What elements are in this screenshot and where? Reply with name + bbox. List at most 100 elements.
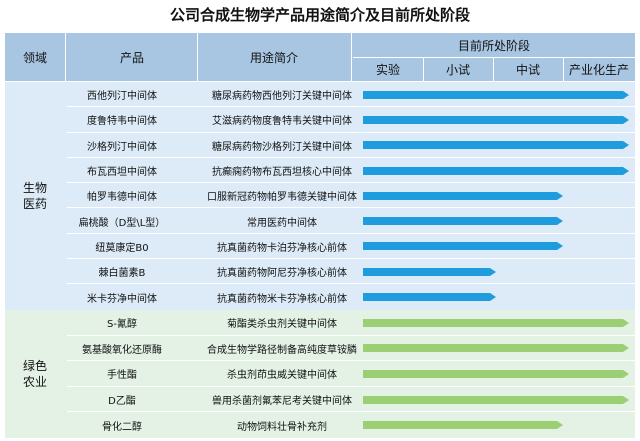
product-use: 抗真菌药物米卡芬净核心前体 xyxy=(217,293,347,305)
table-row: S-氰醇 菊酯类杀虫剂关键中间体 xyxy=(67,310,635,336)
table-row: 骨化二醇 动物饲料壮骨补充剂 xyxy=(67,412,635,438)
stage-progress-arrow xyxy=(363,395,629,404)
product-use: 艾滋病药物度鲁特韦关键中间体 xyxy=(212,116,352,128)
row-divider xyxy=(67,182,635,184)
stage-progress-bar xyxy=(363,166,629,175)
product-use: 口服新冠药物帕罗韦德关键中间体 xyxy=(207,192,357,204)
product-use: 菊酯类杀虫剂关键中间体 xyxy=(227,319,337,331)
section-label-green: 绿色农业 xyxy=(5,310,65,438)
stage-progress-bar xyxy=(363,115,629,124)
product-name: 米卡芬净中间体 xyxy=(87,293,157,305)
row-divider xyxy=(67,385,635,387)
stage-progress-arrow xyxy=(363,369,629,378)
header-divider xyxy=(423,57,424,81)
header-stage-experiment: 实验 xyxy=(375,62,400,77)
page-title: 公司合成生物学产品用途简介及目前所处阶段 xyxy=(169,6,470,24)
stage-progress-arrow xyxy=(363,421,563,430)
table-row: 棘白菌素B 抗真菌药物阿尼芬净核心前体 xyxy=(67,259,635,285)
stage-table: 领域 产品 用途简介 目前所处阶段 实验 小试 中试 产业化生产 生物医药 绿色… xyxy=(5,33,635,438)
stage-progress-arrow xyxy=(363,267,496,276)
product-name: 扁桃酸（D型\L型） xyxy=(78,217,166,229)
header-stage-pilot: 中试 xyxy=(515,62,540,77)
stage-progress-arrow xyxy=(363,242,563,251)
row-divider xyxy=(67,106,635,108)
product-name: 氨基酸氧化还原酶 xyxy=(82,344,162,356)
header-divider xyxy=(353,57,635,58)
header-divider xyxy=(351,33,352,81)
product-use: 杀虫剂茚虫威关键中间体 xyxy=(227,370,337,382)
table-row: 西他列汀中间体 糖尿病药物西他列汀关键中间体 xyxy=(67,82,635,108)
product-name: 沙格列汀中间体 xyxy=(87,141,157,153)
table-row: 纽莫康定B0 抗真菌药物卡泊芬净核心前体 xyxy=(67,234,635,260)
row-divider xyxy=(67,207,635,209)
stage-progress-arrow xyxy=(363,90,629,99)
stage-progress-bar xyxy=(363,421,563,430)
header-product: 产品 xyxy=(119,50,144,65)
row-divider xyxy=(67,360,635,362)
product-use: 动物饲料壮骨补充剂 xyxy=(237,421,327,433)
product-name: 骨化二醇 xyxy=(102,421,142,433)
stage-progress-arrow xyxy=(363,115,629,124)
product-name: D乙酯 xyxy=(108,396,136,408)
table-row: 米卡芬净中间体 抗真菌药物米卡芬净核心前体 xyxy=(67,284,635,309)
green-rows: S-氰醇 菊酯类杀虫剂关键中间体 氨基酸氧化还原酶 合成生物学路径制备高纯度草铵… xyxy=(67,310,635,438)
product-name: 布瓦西坦中间体 xyxy=(87,167,157,179)
section-label-green-text: 绿色农业 xyxy=(22,359,47,389)
product-name: 棘白菌素B xyxy=(98,268,146,280)
table-row: 扁桃酸（D型\L型） 常用医药中间体 xyxy=(67,208,635,234)
stage-progress-bar xyxy=(363,141,629,150)
product-use: 糖尿病药物西他列汀关键中间体 xyxy=(212,91,352,103)
stage-progress-bar xyxy=(363,318,629,327)
stage-progress-bar xyxy=(363,217,563,226)
product-use: 糖尿病药物沙格列汀关键中间体 xyxy=(212,141,352,153)
table-row: D乙酯 兽用杀菌剂氟苯尼考关键中间体 xyxy=(67,387,635,413)
row-divider xyxy=(67,283,635,285)
stage-progress-bar xyxy=(363,90,629,99)
product-use: 抗癫痫药物布瓦西坦核心中间体 xyxy=(212,167,352,179)
stage-progress-bar xyxy=(363,191,563,200)
bio-rows: 西他列汀中间体 糖尿病药物西他列汀关键中间体 度鲁特韦中间体 艾滋病药物度鲁特韦… xyxy=(67,82,635,310)
stage-progress-arrow xyxy=(363,318,629,327)
product-name: 西他列汀中间体 xyxy=(87,91,157,103)
stage-progress-arrow xyxy=(363,141,629,150)
stage-progress-bar xyxy=(363,395,629,404)
row-divider xyxy=(67,232,635,234)
stage-progress-arrow xyxy=(363,293,496,302)
header-divider xyxy=(563,57,564,81)
stage-progress-arrow xyxy=(363,166,629,175)
header-divider xyxy=(197,33,198,81)
table-row: 度鲁特韦中间体 艾滋病药物度鲁特韦关键中间体 xyxy=(67,107,635,133)
row-divider xyxy=(67,411,635,413)
stage-progress-bar xyxy=(363,267,496,276)
product-name: S-氰醇 xyxy=(107,319,137,331)
table-row: 布瓦西坦中间体 抗癫痫药物布瓦西坦核心中间体 xyxy=(67,158,635,184)
stage-progress-arrow xyxy=(363,191,563,200)
product-use: 抗真菌药物阿尼芬净核心前体 xyxy=(217,268,347,280)
stage-progress-arrow xyxy=(363,217,563,226)
stage-progress-bar xyxy=(363,242,563,251)
stage-progress-bar xyxy=(363,369,629,378)
section-label-bio: 生物医药 xyxy=(5,82,65,310)
header-divider xyxy=(65,33,66,81)
product-name: 手性酯 xyxy=(107,370,137,382)
table-row: 手性酯 杀虫剂茚虫威关键中间体 xyxy=(67,361,635,387)
product-use: 常用医药中间体 xyxy=(247,217,317,229)
header-divider xyxy=(493,57,494,81)
stage-progress-bar xyxy=(363,344,629,353)
row-divider xyxy=(67,156,635,158)
row-divider xyxy=(67,334,635,336)
header-stage-small-trial: 小试 xyxy=(445,62,470,77)
product-use: 合成生物学路径制备高纯度草铵膦 xyxy=(207,344,357,356)
product-name: 度鲁特韦中间体 xyxy=(87,116,157,128)
table-row: 沙格列汀中间体 糖尿病药物沙格列汀关键中间体 xyxy=(67,133,635,158)
product-use: 抗真菌药物卡泊芬净核心前体 xyxy=(217,242,347,254)
header-stage-production: 产业化生产 xyxy=(568,62,629,77)
header-field: 领域 xyxy=(22,50,47,65)
table-row: 帕罗韦德中间体 口服新冠药物帕罗韦德关键中间体 xyxy=(67,183,635,209)
section-label-bio-text: 生物医药 xyxy=(22,181,47,211)
product-use: 兽用杀菌剂氟苯尼考关键中间体 xyxy=(212,396,352,408)
product-name: 纽莫康定B0 xyxy=(95,242,149,254)
stage-progress-bar xyxy=(363,293,496,302)
product-name: 帕罗韦德中间体 xyxy=(87,192,157,204)
header-use: 用途简介 xyxy=(249,50,298,65)
